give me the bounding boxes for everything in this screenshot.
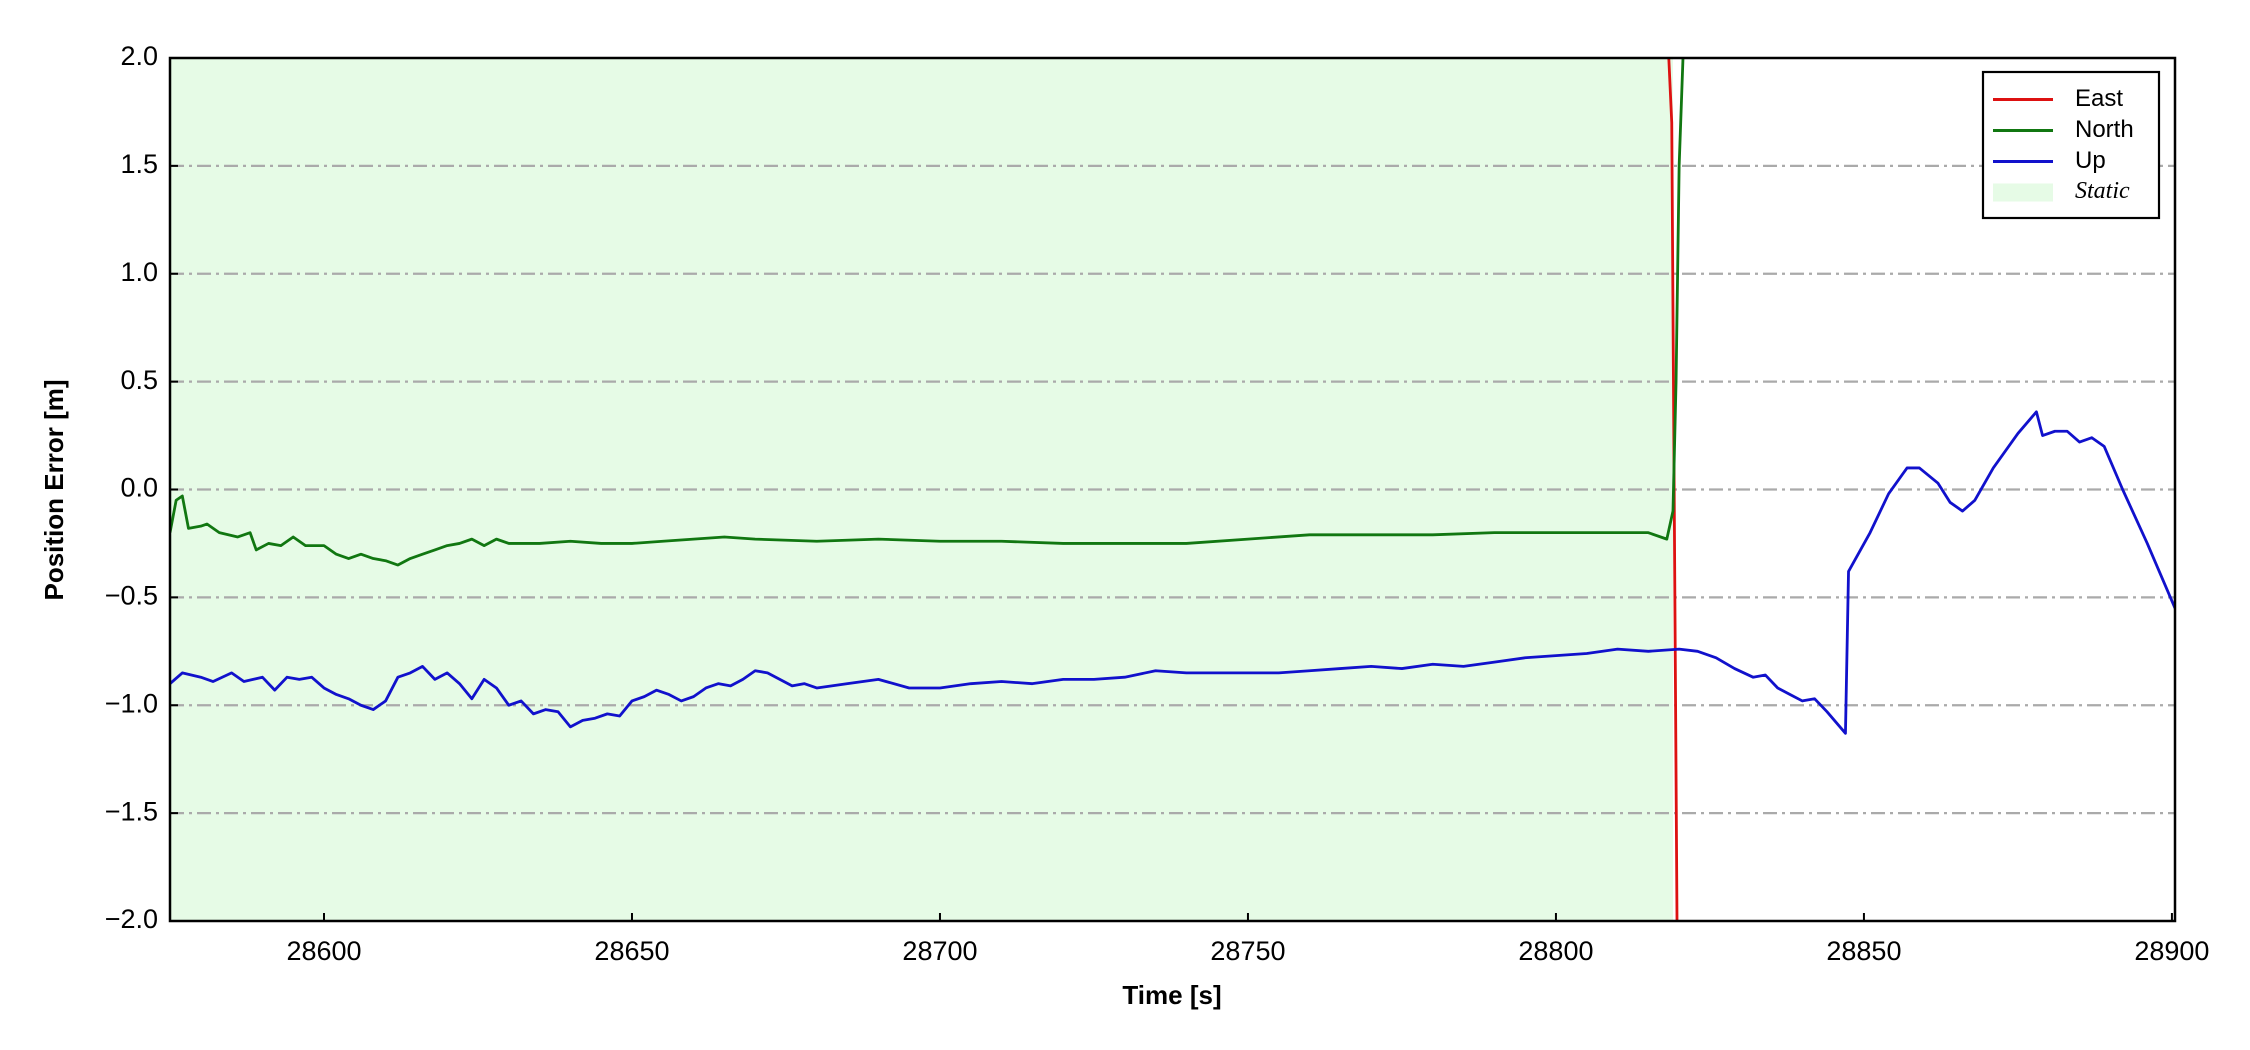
axes: −2.0 −1.5 −1.0 −0.5 0.0 0.5 1.0 1.5 2.0 28600 2865… (105, 41, 2210, 966)
x-axis-label: Time [s] (1122, 980, 1221, 1010)
y-tick-label: 0.5 (120, 365, 158, 395)
y-axis-label: Position Error [m] (39, 379, 69, 600)
series-line (1667, 58, 1679, 921)
legend: East North Up Static (1981, 70, 2161, 220)
y-tick-label: 1.5 (120, 149, 158, 179)
y-tick-label: 2.0 (120, 41, 158, 71)
y-tick-label: −2.0 (105, 904, 158, 934)
legend-label: Static (2075, 178, 2130, 204)
x-tick-label: 28800 (1518, 936, 1593, 966)
y-tick-label: −0.5 (105, 581, 158, 611)
series-line (170, 58, 1685, 567)
grid (170, 164, 2175, 815)
y-tick-label: 1.0 (120, 257, 158, 287)
plot-lines (170, 58, 2175, 921)
x-tick-label: 28900 (2134, 936, 2209, 966)
y-tick-label: 0.0 (120, 473, 158, 503)
legend-swatch (1993, 183, 2053, 202)
legend-label: North (2075, 116, 2134, 143)
y-tick-label: −1.5 (105, 796, 158, 826)
x-tick-label: 28700 (902, 936, 977, 966)
legend-label: Up (2075, 147, 2106, 174)
x-tick-label: 28650 (594, 936, 669, 966)
x-tick-label: 28600 (286, 936, 361, 966)
x-tick-label: 28850 (1826, 936, 1901, 966)
y-tick-label: −1.0 (105, 688, 158, 718)
series-line (170, 410, 2175, 735)
x-tick-label: 28750 (1210, 936, 1285, 966)
legend-label: East (2075, 85, 2123, 112)
